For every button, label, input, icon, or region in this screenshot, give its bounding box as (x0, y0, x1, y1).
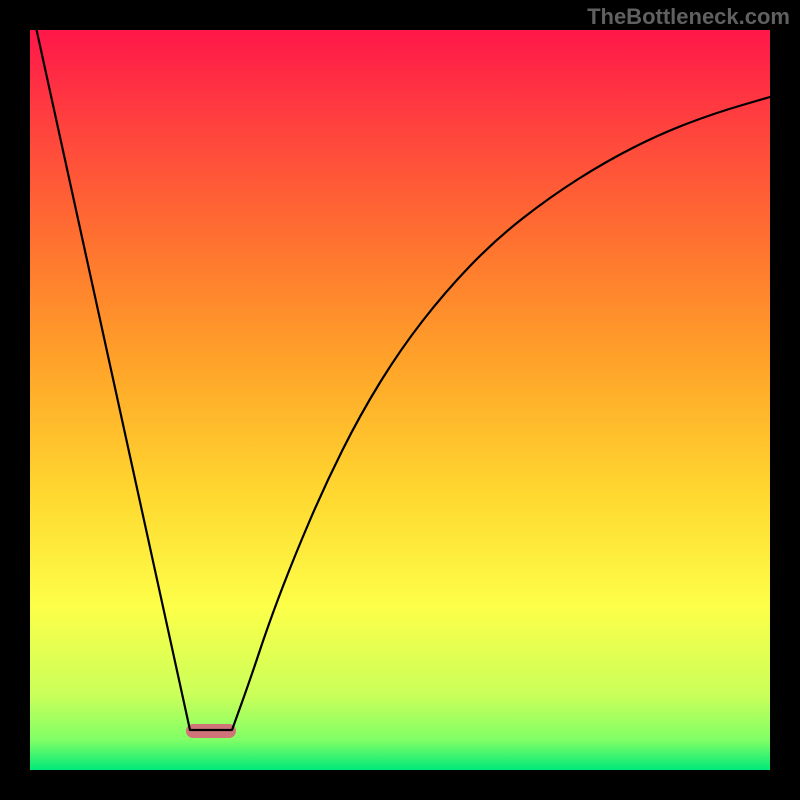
chart-svg (0, 0, 800, 800)
bottleneck-chart: TheBottleneck.com (0, 0, 800, 800)
watermark-text: TheBottleneck.com (587, 4, 790, 30)
plot-background (30, 30, 770, 770)
